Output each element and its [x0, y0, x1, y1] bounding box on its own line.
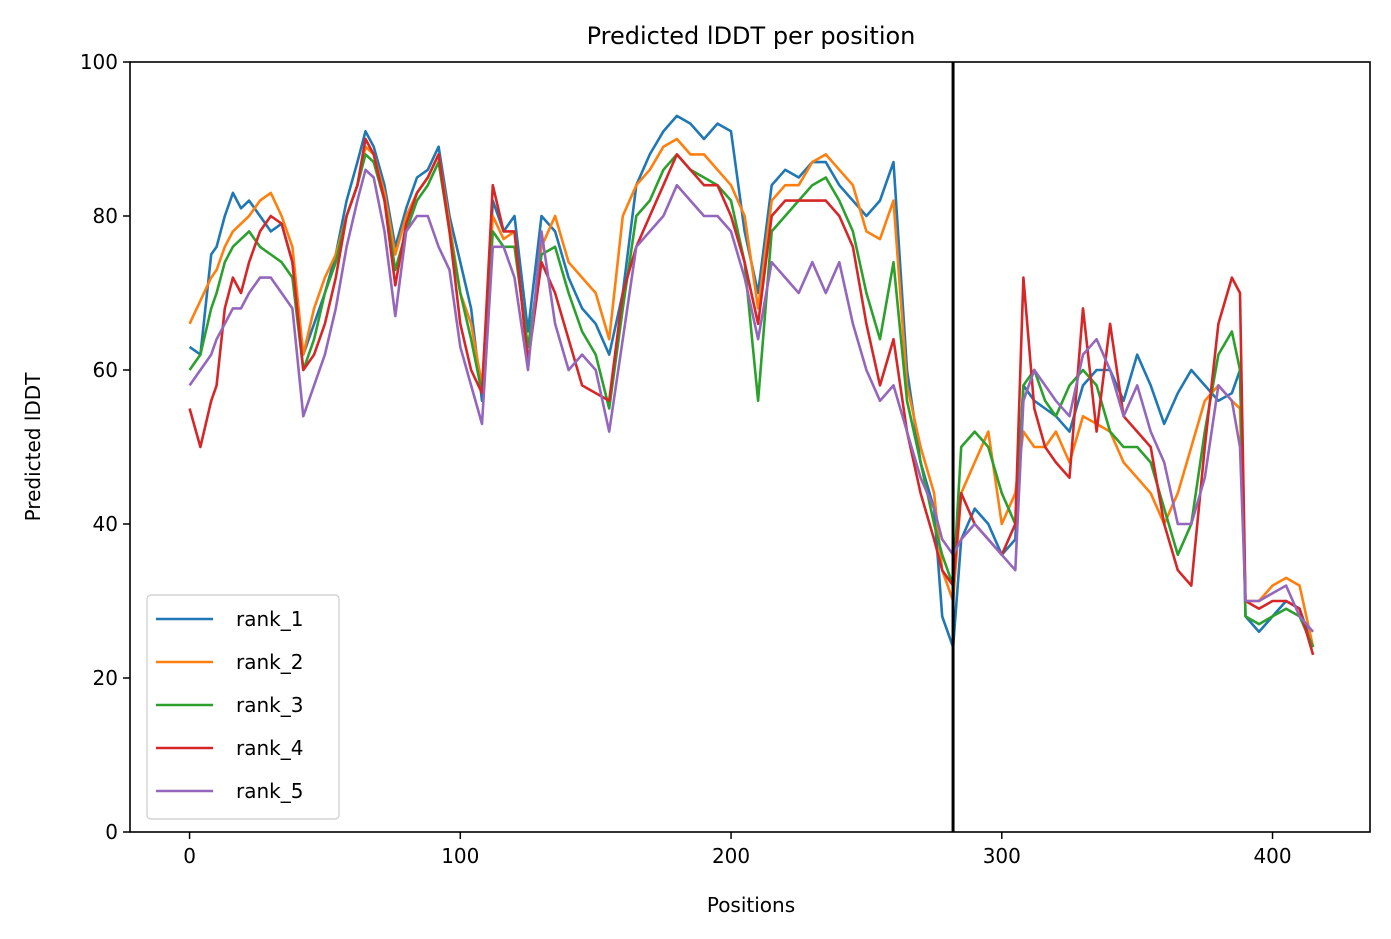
chart-title: Predicted lDDT per position [587, 22, 916, 50]
y-tick-label: 20 [93, 666, 118, 690]
legend: rank_1 rank_2 rank_3 rank_4 rank_5 [146, 594, 340, 820]
y-axis: 0 20 40 60 80 100 [80, 50, 130, 844]
legend-label-rank_4: rank_4 [236, 736, 303, 760]
series-line-rank_4 [188, 137, 1315, 656]
y-tick-label: 80 [93, 204, 118, 228]
x-axis-title: Positions [707, 893, 795, 917]
y-tick-label: 60 [93, 358, 118, 382]
legend-label-rank_1: rank_1 [236, 607, 303, 631]
x-tick-label: 300 [983, 844, 1021, 868]
legend-box [146, 594, 340, 820]
x-tick-label: 400 [1253, 844, 1291, 868]
series-line-rank_1 [188, 114, 1315, 649]
y-tick-label: 100 [80, 50, 118, 74]
plot-area [129, 61, 1371, 833]
x-tick-label: 200 [712, 844, 750, 868]
legend-label-rank_3: rank_3 [236, 693, 303, 717]
legend-label-rank_5: rank_5 [236, 779, 303, 803]
series-line-rank_5 [188, 168, 1315, 633]
y-axis-title: Predicted lDDT [21, 372, 45, 522]
x-axis: 0 100 200 300 400 [183, 832, 1292, 868]
legend-label-rank_2: rank_2 [236, 650, 303, 674]
x-tick-label: 100 [441, 844, 479, 868]
series-layer [188, 114, 1315, 656]
y-tick-label: 0 [105, 820, 118, 844]
y-tick-label: 40 [93, 512, 118, 536]
plot-frame [129, 61, 1371, 833]
x-tick-label: 0 [183, 844, 196, 868]
